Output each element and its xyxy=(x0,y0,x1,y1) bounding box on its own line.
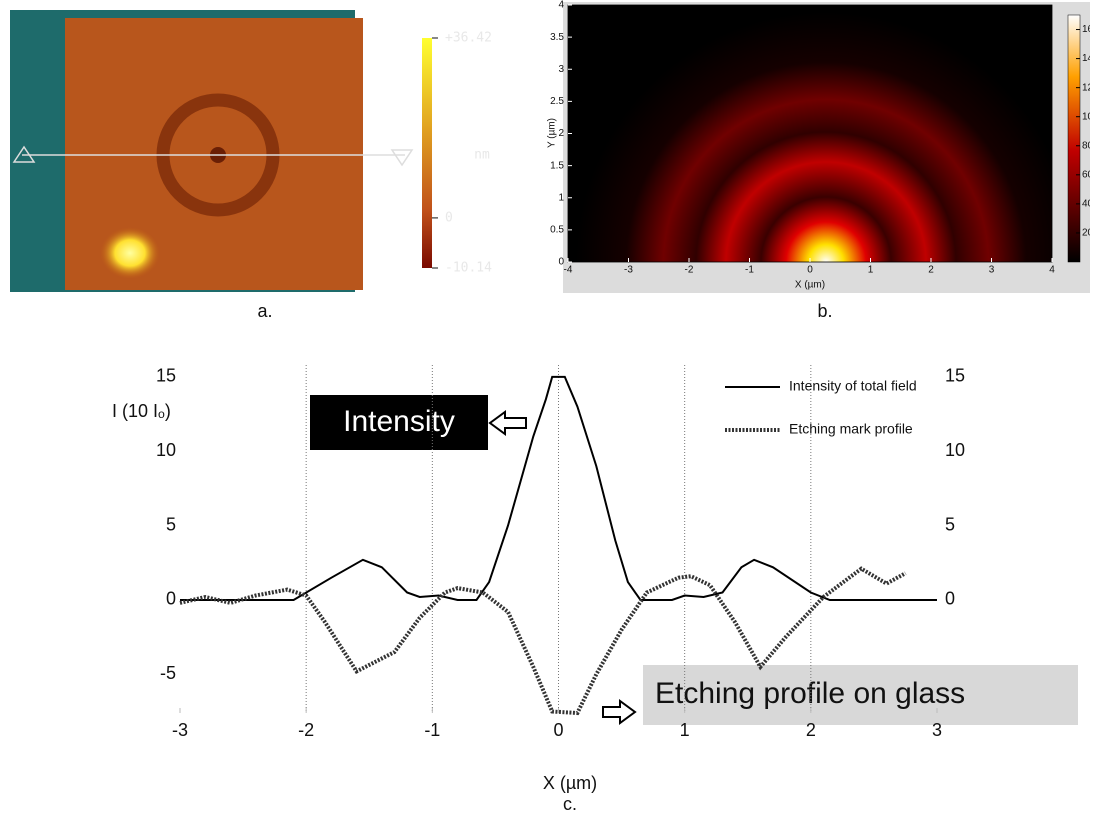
x-tick-label: -1 xyxy=(424,720,440,740)
data-line xyxy=(179,566,907,716)
y2-tick-label: 10 xyxy=(945,440,965,460)
y2-tick-label: 15 xyxy=(945,366,965,386)
y-tick-label: -5 xyxy=(160,663,176,683)
x-tick-label: -1 xyxy=(745,265,754,276)
annotation-box xyxy=(643,665,1078,725)
y-tick-label: 10 xyxy=(156,440,176,460)
arrow xyxy=(488,410,527,436)
panel-b: X (µm) Y (µm) xyxy=(547,2,1090,293)
y-tick-label: 0 xyxy=(166,589,176,609)
y-tick-label: 0.5 xyxy=(550,225,564,236)
y-tick-label: 0 xyxy=(558,257,564,268)
y-tick-label: 4 xyxy=(558,0,564,11)
x-tick-label: 0 xyxy=(553,720,563,740)
x-tick-label: 2 xyxy=(928,265,934,276)
heatmap-image xyxy=(568,5,1052,262)
x-tick-label: -3 xyxy=(172,720,188,740)
y-tick-label: 15 xyxy=(156,366,176,386)
data-line xyxy=(180,375,937,601)
caption: c. xyxy=(563,794,577,813)
colorbar xyxy=(422,38,432,268)
x-axis-label: X (µm) xyxy=(543,773,597,793)
caption: a. xyxy=(257,301,272,321)
colorbar-tick-label: 20 xyxy=(1082,228,1094,239)
x-tick-label: 0 xyxy=(807,265,813,276)
x-tick-label: 4 xyxy=(1049,265,1055,276)
annotation: Etching profile on glass xyxy=(655,677,965,710)
x-tick-label: 3 xyxy=(932,720,942,740)
colorbar-tick-label: 60 xyxy=(1082,169,1094,180)
x-tick-label: 2 xyxy=(806,720,816,740)
x-tick-label: -2 xyxy=(298,720,314,740)
y-axis-label: Y (µm) xyxy=(547,118,558,148)
annotation-box xyxy=(310,395,488,450)
colorbar-tick-label: 40 xyxy=(1082,199,1094,210)
colorbar-tick-label: -10.14 xyxy=(445,261,492,276)
colorbar-tick-label: +36.42 xyxy=(445,31,492,46)
y2-tick-label: 5 xyxy=(945,514,955,534)
colorbar-tick-label: 160 xyxy=(1082,24,1095,35)
colorbar-tick-label: 140 xyxy=(1082,53,1095,64)
y-tick-label: 1 xyxy=(558,192,564,203)
arrow xyxy=(602,699,637,725)
colorbar-tick-label: 0 xyxy=(445,210,453,225)
x-tick-label: -3 xyxy=(624,265,633,276)
profile-marker xyxy=(390,149,414,167)
x-tick-label: -4 xyxy=(564,265,573,276)
y-tick-label: 5 xyxy=(166,514,176,534)
colorbar-tick-label: 120 xyxy=(1082,82,1095,93)
particle xyxy=(100,227,160,279)
colorbar-ticks: 20 40 60 80 100 120 140 160 xyxy=(1076,24,1095,239)
x-tick-label: 1 xyxy=(868,265,874,276)
caption: b. xyxy=(817,301,832,321)
y-tick-label: 1.5 xyxy=(550,160,564,171)
colorbar-label: nm xyxy=(474,148,490,163)
legend-label: Intensity of total field xyxy=(789,378,917,394)
profile-marker xyxy=(12,145,36,163)
x-tick-label: 1 xyxy=(680,720,690,740)
y-tick-label: 2 xyxy=(558,128,564,139)
x-tick-label: 3 xyxy=(989,265,995,276)
panel-a: nm xyxy=(10,10,490,292)
colorbar xyxy=(1067,14,1081,263)
annotation: Intensity xyxy=(343,405,455,438)
x-tick-label: -2 xyxy=(685,265,694,276)
y-tick-label: 3 xyxy=(558,64,564,75)
colorbar-tick-label: 80 xyxy=(1082,140,1094,151)
x-axis-label: X (µm) xyxy=(795,280,825,291)
y-axis-label: I (10 Iₒ) xyxy=(112,401,171,421)
legend-label: Etching mark profile xyxy=(789,421,913,437)
y-tick-label: 2.5 xyxy=(550,96,564,107)
y2-tick-label: 0 xyxy=(945,589,955,609)
panel-c: X (µm) I (10 Iₒ) Intensity Etching profi… xyxy=(112,395,1078,793)
y-tick-label: 3.5 xyxy=(550,32,564,43)
colorbar-tick-label: 100 xyxy=(1082,111,1095,122)
